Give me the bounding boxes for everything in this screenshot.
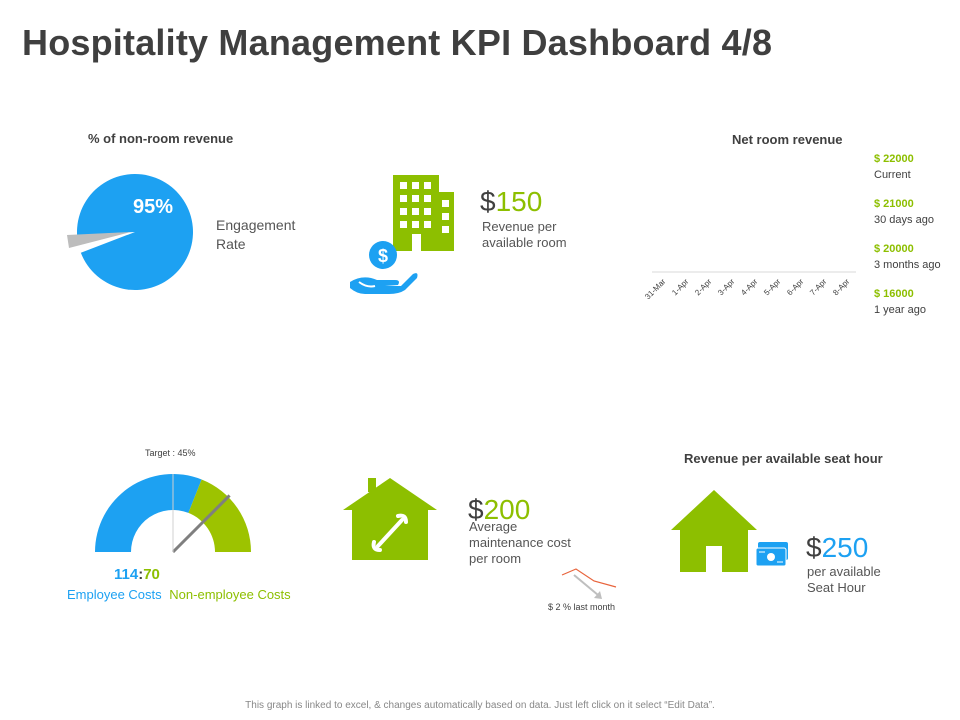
seat-hour-desc-line2: Seat Hour <box>807 580 866 595</box>
x-tick-label: 7-Apr <box>808 277 828 297</box>
legend-label-30days: 30 days ago <box>874 214 934 226</box>
engagement-caption: Engagement Rate <box>216 216 295 254</box>
seat-hour-value: $250 <box>806 532 868 564</box>
house-icon <box>671 490 788 572</box>
gauge-target-needle <box>171 494 231 554</box>
nonroom-pie-chart[interactable]: 95% <box>55 165 205 300</box>
x-tick-label: 3-Apr <box>716 277 736 297</box>
revpar-value: $150 <box>480 186 542 218</box>
gauge-ratio: 114:70 <box>114 566 160 583</box>
nonemployee-cost-value: 70 <box>143 566 160 583</box>
x-tick-label: 2-Apr <box>693 277 713 297</box>
revpar-desc-line2: available room <box>482 235 567 250</box>
legend-value-30days: $ 21000 <box>874 198 914 210</box>
employee-costs-label: Employee Costs <box>67 587 162 602</box>
seat-hour-currency: $ <box>806 532 822 563</box>
x-tick-label: 6-Apr <box>785 277 805 297</box>
maintenance-desc-line1: Average <box>469 519 518 534</box>
nonemployee-costs-label: Non-employee Costs <box>169 587 291 602</box>
pie-slice-remainder <box>67 232 131 248</box>
legend-label-1year: 1 year ago <box>874 304 926 316</box>
legend-value-current: $ 22000 <box>874 153 914 165</box>
net-room-revenue-title: Net room revenue <box>732 132 843 147</box>
seat-hour-description: per available Seat Hour <box>807 564 881 596</box>
x-tick-label: 4-Apr <box>739 277 759 297</box>
nonroom-title: % of non-room revenue <box>88 131 234 146</box>
maintenance-desc-line2: maintenance cost <box>469 535 571 550</box>
x-tick-label: 31-Mar <box>643 277 668 302</box>
maintenance-house-icon <box>343 478 437 560</box>
x-tick-label: 1-Apr <box>670 277 690 297</box>
gauge-nonemployee-arc <box>188 479 251 552</box>
revpar-desc-line1: Revenue per <box>482 219 557 234</box>
seat-hour-amount: 250 <box>821 532 869 563</box>
x-tick-label: 8-Apr <box>831 277 851 297</box>
trend-down-arrow-icon <box>573 574 599 596</box>
maintenance-description: Average maintenance cost per room <box>469 519 571 567</box>
maintenance-trend-sparkline <box>561 568 617 599</box>
ratio-separator: : <box>138 566 144 583</box>
coin-symbol: $ <box>378 246 388 266</box>
pie-percent-label: 95% <box>133 196 173 218</box>
engagement-caption-line1: Engagement <box>216 217 296 233</box>
cash-stack-icon <box>755 542 788 567</box>
seat-hour-desc-line1: per available <box>807 564 881 579</box>
maintenance-trend-label: $ 2 % last month <box>548 602 616 612</box>
engagement-caption-line2: Rate <box>216 236 246 252</box>
wrench-icon <box>371 513 408 552</box>
maintenance-value: $200 <box>468 494 530 526</box>
page-title: Hospitality Management KPI Dashboard 4/8 <box>22 22 773 63</box>
legend-label-current: Current <box>874 169 911 181</box>
cost-gauge-chart[interactable] <box>90 460 260 560</box>
maintenance-desc-line3: per room <box>469 551 522 566</box>
gauge-legend: Employee Costs Non-employee Costs <box>67 587 291 602</box>
employee-cost-value: 114 <box>114 566 139 583</box>
maintenance-amount: 200 <box>483 494 531 525</box>
gauge-employee-arc <box>95 473 202 552</box>
revpar-description: Revenue per available room <box>482 219 567 251</box>
gauge-target-label: Target : 45% <box>145 448 196 458</box>
revpar-amount: 150 <box>495 186 543 217</box>
net-room-revenue-chart[interactable]: 2100031-Mar220001-Apr230002-Apr240003-Ap… <box>630 170 870 330</box>
revpar-currency: $ <box>480 186 496 217</box>
legend-label-3months: 3 months ago <box>874 259 941 271</box>
legend-value-3months: $ 20000 <box>874 243 914 255</box>
footer-note: This graph is linked to excel, & changes… <box>245 700 715 711</box>
seat-hour-title: Revenue per available seat hour <box>684 451 883 466</box>
hotel-building-icon: $ <box>350 175 454 294</box>
legend-value-1year: $ 16000 <box>874 288 914 300</box>
maintenance-currency: $ <box>468 494 484 525</box>
x-tick-label: 5-Apr <box>762 277 782 297</box>
pie-slice-main <box>77 174 193 291</box>
